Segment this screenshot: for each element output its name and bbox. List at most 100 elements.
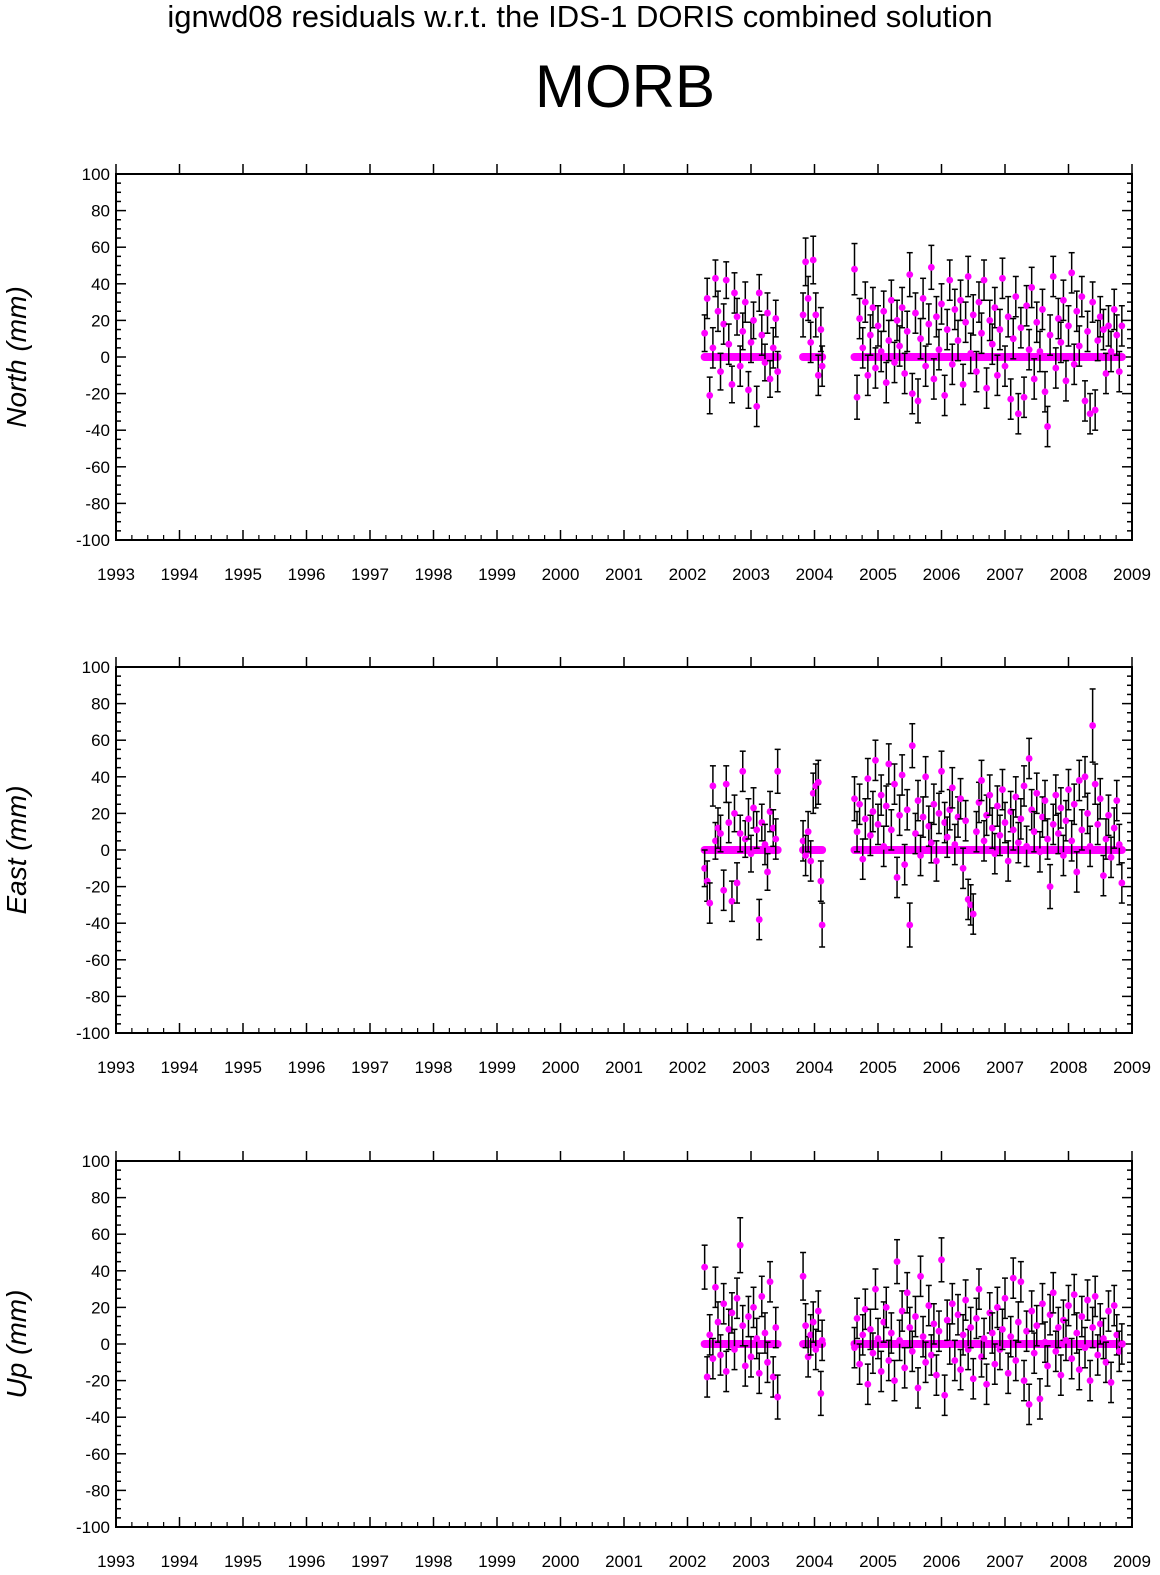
data-point	[766, 1278, 774, 1286]
y-tick-label: -60	[85, 1445, 110, 1464]
data-point	[1062, 1336, 1070, 1344]
data-point	[1089, 1324, 1097, 1331]
data-point	[755, 1369, 763, 1377]
data-point	[1009, 826, 1017, 834]
data-point	[1025, 346, 1033, 354]
x-tick-label: 1995	[224, 1552, 262, 1571]
data-point	[807, 857, 815, 865]
data-point	[1065, 322, 1072, 330]
data-point	[856, 800, 863, 808]
data-point	[893, 1258, 901, 1266]
data-point	[993, 371, 1001, 379]
data-point	[993, 802, 1001, 810]
data-point	[812, 1346, 820, 1353]
x-tick-label: 1999	[478, 1058, 516, 1077]
data-point	[887, 1329, 895, 1337]
data-point	[809, 789, 817, 797]
data-point	[733, 879, 741, 887]
data-point	[1007, 395, 1015, 403]
data-point	[954, 337, 962, 344]
x-tick-label: 2008	[1050, 1058, 1088, 1077]
data-point	[1012, 1357, 1020, 1364]
data-point	[772, 835, 780, 843]
data-point	[999, 274, 1006, 282]
data-point	[712, 837, 719, 845]
data-point	[1070, 1291, 1078, 1298]
data-point	[1036, 848, 1044, 856]
data-point	[991, 304, 999, 311]
data-point	[1065, 1302, 1072, 1309]
data-point	[869, 304, 877, 311]
data-point	[758, 1293, 766, 1300]
x-tick-label: 2009	[1113, 1552, 1151, 1571]
data-point	[1084, 327, 1091, 335]
data-point	[917, 335, 924, 343]
data-point	[975, 1285, 983, 1293]
data-point	[1089, 722, 1097, 729]
data-point	[1094, 337, 1102, 344]
data-point	[908, 390, 916, 397]
y-tick-label: 60	[91, 731, 110, 750]
data-point	[853, 393, 861, 401]
figure-suptitle: ignwd08 residuals w.r.t. the IDS-1 DORIS…	[167, 0, 993, 34]
data-point	[812, 311, 820, 319]
data-point	[988, 824, 996, 832]
data-point	[703, 1373, 711, 1381]
y-tick-label: 60	[91, 1225, 110, 1244]
data-point	[1096, 1320, 1104, 1328]
data-point	[864, 1380, 872, 1388]
data-point	[1081, 773, 1089, 781]
chart-panel: -100 -80 -60 -40 -20 0 20 40 60 80 100 1993 1994 1995…	[1, 657, 1151, 1077]
data-point	[991, 1360, 999, 1368]
data-point	[906, 271, 914, 279]
data-point	[814, 371, 822, 379]
data-point	[1036, 348, 1044, 355]
data-point	[745, 1313, 752, 1320]
y-tick-label: 40	[91, 768, 110, 787]
data-point	[851, 1344, 858, 1352]
data-point	[1110, 306, 1118, 313]
data-point	[1054, 830, 1062, 837]
data-point	[1086, 842, 1094, 850]
x-tick-label: 2002	[669, 1058, 707, 1077]
data-point	[906, 921, 914, 929]
y-tick-label: -20	[85, 385, 110, 404]
data-point	[917, 852, 924, 859]
data-point	[872, 1285, 879, 1293]
data-point	[772, 1324, 780, 1331]
data-point	[747, 850, 755, 858]
data-point	[714, 307, 722, 315]
x-tick-label: 2005	[859, 1058, 897, 1077]
data-point	[1094, 820, 1102, 828]
data-point	[1105, 322, 1112, 330]
data-point	[706, 899, 714, 907]
data-point	[1001, 1294, 1009, 1302]
data-point	[938, 1256, 945, 1264]
data-point	[1036, 1395, 1044, 1403]
data-point	[1049, 820, 1057, 828]
data-point	[880, 1318, 888, 1326]
data-point	[922, 773, 930, 781]
data-point	[731, 810, 738, 817]
y-tick-label: 20	[91, 1298, 110, 1317]
data-point	[1070, 360, 1078, 368]
data-point	[1057, 338, 1065, 346]
data-point	[741, 835, 749, 843]
y-tick-label: 0	[101, 841, 110, 860]
data-point	[774, 767, 782, 775]
data-point	[933, 857, 940, 865]
data-point	[1070, 800, 1078, 808]
data-point	[1054, 315, 1062, 322]
data-point	[964, 896, 972, 903]
data-point	[720, 886, 728, 894]
data-point	[1089, 298, 1097, 306]
data-point	[1017, 1278, 1025, 1286]
data-point	[925, 1302, 933, 1309]
y-tick-label: 100	[82, 658, 110, 677]
y-tick-label: -80	[85, 494, 110, 513]
data-point	[866, 831, 874, 839]
data-point	[720, 320, 728, 328]
data-point	[761, 359, 769, 366]
data-point	[853, 1314, 861, 1322]
